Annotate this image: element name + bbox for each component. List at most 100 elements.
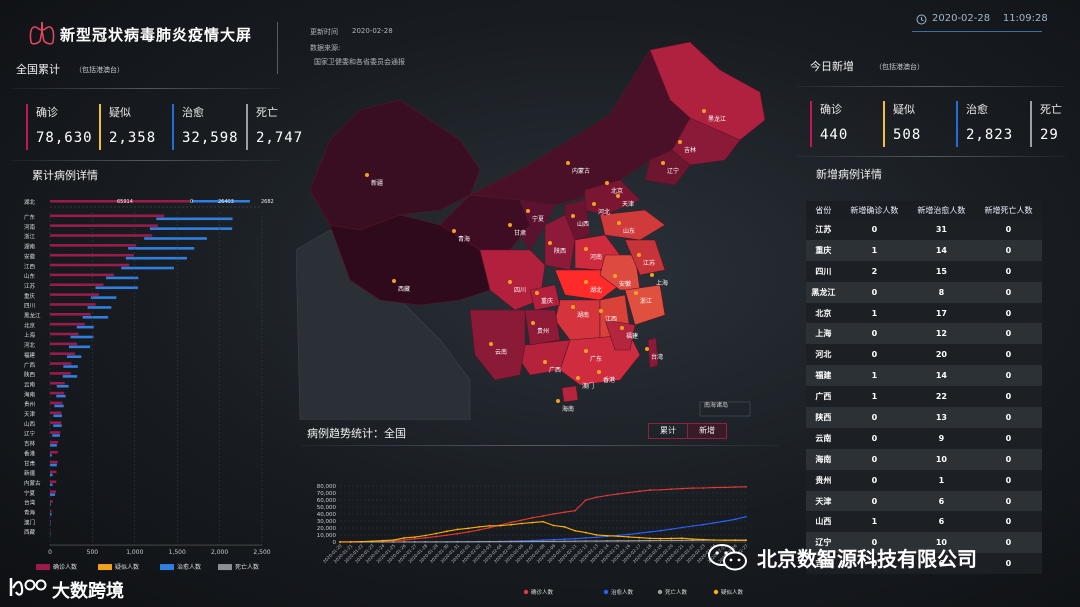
trend-point[interactable] (563, 540, 566, 543)
trend-point[interactable] (477, 529, 480, 531)
trend-point[interactable] (680, 487, 683, 490)
trend-point[interactable] (648, 539, 651, 542)
table-header-cell[interactable]: 新增确诊人数 (840, 201, 908, 219)
table-row[interactable]: 四川 2 15 0 (806, 260, 1042, 282)
trend-point[interactable] (616, 493, 619, 495)
trend-point[interactable] (552, 524, 555, 527)
bar-cured[interactable] (50, 444, 57, 447)
bar-confirmed[interactable] (50, 303, 96, 306)
bar-cured[interactable] (90, 296, 117, 299)
trend-point[interactable] (734, 518, 737, 521)
bar-cured[interactable] (50, 453, 52, 457)
map-marker[interactable] (508, 223, 512, 227)
map-region-taiwan[interactable] (647, 337, 659, 369)
trend-point[interactable] (595, 536, 598, 539)
bar-confirmed[interactable] (50, 421, 62, 424)
bar-cured[interactable] (87, 306, 112, 309)
bar-confirmed[interactable] (50, 244, 137, 247)
trend-point[interactable] (713, 486, 715, 489)
table-row[interactable]: 黑龙江 0 8 0 (806, 281, 1042, 303)
trend-point[interactable] (638, 532, 641, 535)
trend-point[interactable] (392, 539, 395, 542)
trend-point[interactable] (584, 499, 587, 502)
trend-point[interactable] (520, 519, 523, 522)
trend-point[interactable] (734, 539, 737, 542)
map-region-yunnan[interactable] (469, 309, 526, 381)
trend-point[interactable] (627, 536, 630, 538)
map-marker[interactable] (535, 291, 539, 295)
bar-cured[interactable] (50, 483, 53, 487)
bar-confirmed[interactable] (50, 313, 91, 316)
bar-cured[interactable] (53, 414, 62, 418)
map-marker[interactable] (650, 273, 654, 277)
trend-point[interactable] (691, 525, 694, 527)
map-marker[interactable] (392, 279, 396, 283)
bar-cured[interactable] (128, 247, 195, 250)
map-marker[interactable] (571, 214, 575, 218)
bar-cured[interactable] (63, 365, 78, 368)
table-row[interactable]: 上海 0 12 0 (806, 323, 1042, 345)
trend-point[interactable] (339, 541, 341, 543)
map-marker[interactable] (571, 305, 575, 309)
trend-point[interactable] (627, 533, 630, 536)
trend-series-line[interactable] (340, 521, 747, 543)
bar-cured[interactable] (56, 394, 66, 398)
trend-point[interactable] (723, 539, 726, 542)
map-marker[interactable] (620, 326, 624, 330)
trend-point[interactable] (723, 486, 726, 489)
table-row[interactable]: 北京 1 17 0 (806, 302, 1042, 324)
bar-legend-swatch[interactable] (98, 564, 112, 571)
trend-point[interactable] (574, 537, 576, 540)
trend-point[interactable] (520, 540, 523, 543)
trend-point[interactable] (499, 524, 502, 527)
map-marker[interactable] (584, 247, 588, 251)
table-row[interactable]: 海南 0 10 0 (806, 448, 1042, 470)
table-row[interactable]: 重庆 1 14 0 (806, 239, 1042, 261)
trend-point[interactable] (467, 540, 470, 543)
trend-point[interactable] (595, 540, 598, 542)
map-marker[interactable] (526, 209, 530, 213)
map-marker[interactable] (489, 342, 493, 346)
trend-point[interactable] (488, 540, 491, 543)
bar-cured[interactable] (50, 463, 57, 467)
bar-confirmed[interactable] (50, 460, 58, 464)
map-marker[interactable] (531, 321, 535, 325)
map-marker[interactable] (599, 309, 603, 313)
table-row[interactable]: 辽宁 0 10 0 (806, 532, 1042, 554)
bar-confirmed[interactable] (50, 411, 62, 415)
map-region-hainan[interactable] (561, 385, 579, 403)
map-region-guizhou[interactable] (524, 309, 561, 346)
trend-point[interactable] (691, 538, 694, 540)
trend-point[interactable] (435, 535, 438, 538)
trend-point[interactable] (713, 539, 715, 541)
trend-point[interactable] (424, 541, 427, 543)
bar-confirmed[interactable] (50, 381, 65, 385)
bar-cured[interactable] (50, 503, 51, 506)
bar-cured[interactable] (95, 286, 138, 290)
trend-point[interactable] (584, 540, 587, 542)
map-marker[interactable] (592, 202, 596, 206)
trend-point[interactable] (403, 539, 406, 541)
bar-confirmed[interactable] (50, 283, 104, 287)
bar-cured[interactable] (53, 424, 62, 427)
map-marker[interactable] (645, 347, 649, 351)
bar-cured[interactable] (68, 345, 91, 349)
trend-point[interactable] (627, 491, 630, 494)
trend-point[interactable] (638, 536, 641, 539)
map-marker[interactable] (678, 140, 682, 144)
trend-legend-dot[interactable] (657, 589, 663, 595)
bar-legend-swatch[interactable] (218, 564, 232, 571)
trend-point[interactable] (563, 538, 566, 541)
map-marker[interactable] (605, 181, 609, 185)
map-marker[interactable] (613, 274, 617, 278)
trend-point[interactable] (510, 521, 512, 524)
bar-legend-swatch[interactable] (160, 564, 174, 571)
map-marker[interactable] (543, 360, 547, 364)
map-marker[interactable] (702, 109, 706, 113)
trend-point[interactable] (648, 489, 651, 491)
trend-point[interactable] (413, 541, 416, 543)
bar-cured[interactable] (70, 335, 94, 339)
bar-confirmed[interactable] (50, 342, 77, 346)
map-marker[interactable] (661, 161, 665, 165)
trend-point[interactable] (510, 540, 512, 543)
